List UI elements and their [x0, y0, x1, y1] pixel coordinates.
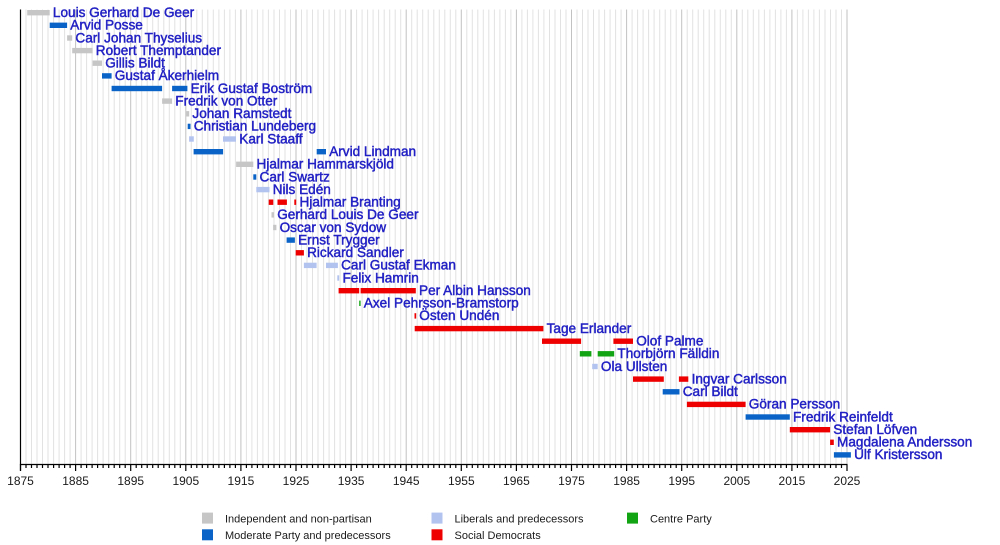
svg-text:Liberals and predecessors: Liberals and predecessors: [455, 513, 585, 525]
svg-text:Magdalena Andersson: Magdalena Andersson: [837, 435, 972, 450]
svg-text:2015: 2015: [779, 474, 806, 488]
svg-text:2005: 2005: [723, 474, 750, 488]
svg-text:Social Democrats: Social Democrats: [455, 530, 542, 542]
svg-text:Arvid Posse: Arvid Posse: [70, 18, 143, 33]
svg-text:Gerhard Louis De Geer: Gerhard Louis De Geer: [277, 207, 419, 222]
svg-text:1875: 1875: [7, 474, 34, 488]
svg-text:Gillis Bildt: Gillis Bildt: [105, 56, 165, 71]
svg-text:1915: 1915: [228, 474, 255, 488]
svg-text:Tage Erlander: Tage Erlander: [547, 321, 632, 336]
svg-text:1995: 1995: [668, 474, 695, 488]
svg-text:Stefan Löfven: Stefan Löfven: [833, 422, 917, 437]
svg-text:Östen Undén: Östen Undén: [419, 308, 499, 323]
svg-text:Ingvar Carlsson: Ingvar Carlsson: [692, 371, 787, 386]
svg-text:Christian Lundeberg: Christian Lundeberg: [194, 119, 316, 134]
svg-text:1945: 1945: [393, 474, 420, 488]
svg-text:Ulf Kristersson: Ulf Kristersson: [854, 447, 942, 462]
svg-text:Rickard Sandler: Rickard Sandler: [307, 245, 404, 260]
svg-text:1965: 1965: [503, 474, 530, 488]
svg-text:1905: 1905: [172, 474, 199, 488]
svg-text:1935: 1935: [338, 474, 365, 488]
svg-text:Felix Hamrin: Felix Hamrin: [343, 270, 419, 285]
svg-text:Nils Edén: Nils Edén: [273, 182, 331, 197]
svg-text:1985: 1985: [613, 474, 640, 488]
svg-text:Carl Bildt: Carl Bildt: [683, 384, 738, 399]
svg-text:Erik Gustaf Boström: Erik Gustaf Boström: [191, 81, 313, 96]
svg-text:1895: 1895: [117, 474, 144, 488]
svg-text:Arvid Lindman: Arvid Lindman: [329, 144, 416, 159]
svg-text:Gustaf Åkerhielm: Gustaf Åkerhielm: [115, 68, 219, 83]
svg-text:Karl Staaff: Karl Staaff: [239, 131, 302, 146]
svg-text:Fredrik Reinfeldt: Fredrik Reinfeldt: [793, 409, 893, 424]
svg-text:Carl Swartz: Carl Swartz: [260, 169, 330, 184]
svg-text:1925: 1925: [283, 474, 310, 488]
svg-text:Axel Pehrsson-Bramstorp: Axel Pehrsson-Bramstorp: [364, 296, 519, 311]
svg-text:Ernst Trygger: Ernst Trygger: [298, 232, 380, 247]
svg-text:Carl Johan Thyselius: Carl Johan Thyselius: [75, 30, 202, 45]
svg-text:Fredrik von Otter: Fredrik von Otter: [175, 93, 277, 108]
svg-text:Louis Gerhard De Geer: Louis Gerhard De Geer: [53, 5, 195, 20]
svg-text:Ola Ullsten: Ola Ullsten: [601, 359, 667, 374]
svg-text:Hjalmar Hammarskjöld: Hjalmar Hammarskjöld: [257, 157, 394, 172]
svg-text:Johan Ramstedt: Johan Ramstedt: [192, 106, 291, 121]
svg-text:Centre Party: Centre Party: [650, 513, 712, 525]
svg-text:Oscar von Sydow: Oscar von Sydow: [280, 220, 387, 235]
svg-text:Independent and non-partisan: Independent and non-partisan: [225, 513, 372, 525]
svg-text:2025: 2025: [834, 474, 861, 488]
svg-text:Göran Persson: Göran Persson: [749, 397, 840, 412]
svg-text:Moderate Party and predecessor: Moderate Party and predecessors: [225, 530, 391, 542]
svg-text:Olof Palme: Olof Palme: [636, 334, 703, 349]
svg-text:1885: 1885: [62, 474, 89, 488]
svg-text:Hjalmar Branting: Hjalmar Branting: [300, 195, 401, 210]
svg-text:1955: 1955: [448, 474, 475, 488]
svg-text:Per Albin Hansson: Per Albin Hansson: [419, 283, 531, 298]
svg-text:Carl Gustaf Ekman: Carl Gustaf Ekman: [341, 258, 456, 273]
svg-text:1975: 1975: [558, 474, 585, 488]
svg-text:Thorbjörn Fälldin: Thorbjörn Fälldin: [617, 346, 719, 361]
svg-text:Robert Themptander: Robert Themptander: [96, 43, 222, 58]
